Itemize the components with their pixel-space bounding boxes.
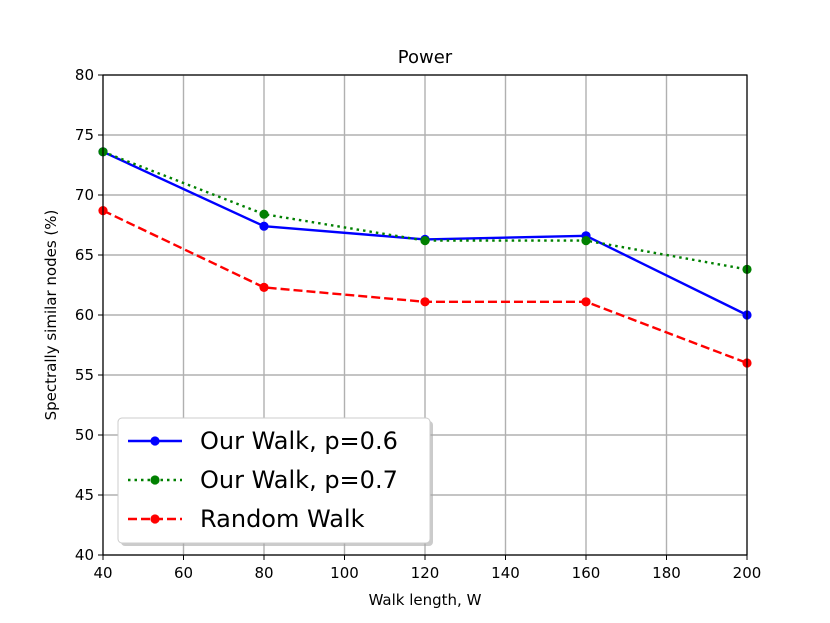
y-tick-label: 55 xyxy=(75,366,94,384)
legend-label: Random Walk xyxy=(200,505,365,533)
x-tick-label: 40 xyxy=(93,564,112,582)
y-tick-label: 65 xyxy=(75,246,94,264)
legend-label: Our Walk, p=0.6 xyxy=(200,427,398,455)
x-tick-label: 120 xyxy=(411,564,440,582)
y-tick-label: 45 xyxy=(75,486,94,504)
legend-marker xyxy=(150,436,160,446)
legend-marker xyxy=(150,514,160,524)
data-point xyxy=(581,236,591,246)
data-point xyxy=(420,236,430,246)
legend-entry: Random Walk xyxy=(128,505,365,533)
legend-label: Our Walk, p=0.7 xyxy=(200,466,398,494)
x-tick-label: 80 xyxy=(254,564,273,582)
plot-series xyxy=(98,147,752,368)
y-tick-label: 50 xyxy=(75,426,94,444)
data-point xyxy=(259,282,269,292)
x-tick-label: 180 xyxy=(652,564,681,582)
y-tick-label: 60 xyxy=(75,306,94,324)
y-tick-label: 80 xyxy=(75,66,94,84)
x-tick-label: 140 xyxy=(491,564,520,582)
y-tick-label: 75 xyxy=(75,126,94,144)
data-point xyxy=(420,297,430,307)
series-1 xyxy=(98,147,752,274)
legend-entry: Our Walk, p=0.7 xyxy=(128,466,398,494)
legend-entry: Our Walk, p=0.6 xyxy=(128,427,398,455)
data-point xyxy=(581,297,591,307)
axis-ticks: 40 60 80 100 120 140 160 180 200 40 45 50 55 60 65 70 75… xyxy=(75,66,761,582)
x-tick-label: 100 xyxy=(330,564,359,582)
legend-marker xyxy=(150,475,160,485)
x-tick-label: 160 xyxy=(572,564,601,582)
y-axis-label: Spectrally similar nodes (%) xyxy=(42,210,60,421)
chart-title: Power xyxy=(398,47,453,68)
y-tick-label: 40 xyxy=(75,546,94,564)
legend: Our Walk, p=0.6 Our Walk, p=0.7 Random Wal… xyxy=(117,417,433,546)
x-axis-label: Walk length, W xyxy=(369,591,482,609)
legend-box xyxy=(117,417,431,544)
data-point xyxy=(259,221,269,231)
y-tick-label: 70 xyxy=(75,186,94,204)
x-tick-label: 200 xyxy=(733,564,762,582)
x-tick-label: 60 xyxy=(174,564,193,582)
data-point xyxy=(259,209,269,219)
